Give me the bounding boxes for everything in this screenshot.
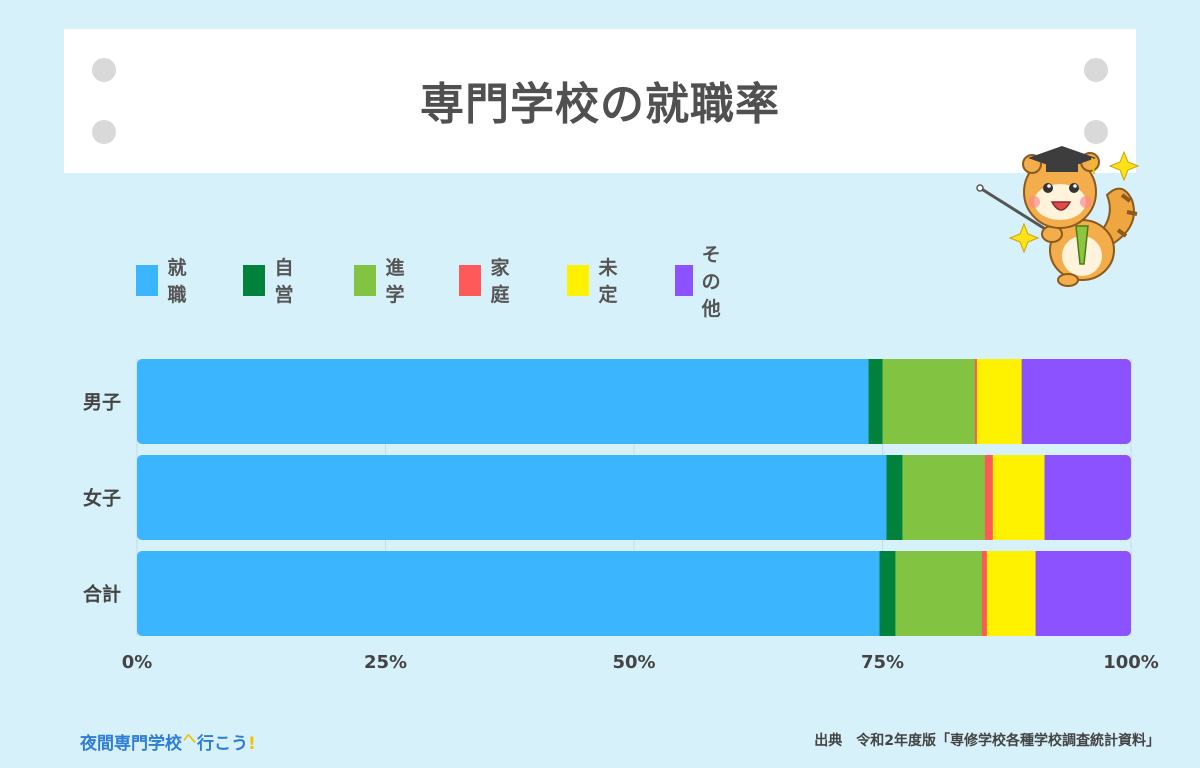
legend-label: 家庭 [490,257,510,306]
legend-swatch [675,264,693,296]
legend-label: その他 [701,243,721,320]
legend-label: 自営 [274,257,294,306]
category-label: 合計 [83,583,121,606]
legend-item: 未定 [567,257,626,306]
bar-row [137,551,1131,636]
bar-segment [902,455,986,540]
legend-swatch [136,264,159,296]
legend-swatch [459,264,482,296]
bar-segment [137,359,870,444]
x-tick-label: 50% [612,652,655,673]
pin-bottom-left [92,120,116,144]
bar-segment [974,359,978,444]
bar-segment [981,551,988,636]
legend-label: 進学 [385,257,405,306]
pin-top-right [1084,58,1108,82]
page-title: 専門学校の就職率 [420,79,780,130]
legend-swatch [354,264,377,296]
legend-swatch [567,264,590,296]
legend-item: その他 [675,244,734,320]
bar-segment [137,551,881,636]
bar-segment [137,455,887,540]
title-card [64,29,1136,173]
bar-segment [992,455,1046,540]
x-tick-label: 75% [861,652,904,673]
bar-segment [886,455,903,540]
category-label: 男子 [83,392,121,414]
bar-segment [879,551,896,636]
legend-label: 就職 [167,257,187,306]
bar-segment [882,359,976,444]
raccoon-mascot-illustration [976,146,1140,287]
legend-item: 進学 [354,257,413,306]
bar-row [137,359,1131,444]
legend-item: 家庭 [459,257,518,306]
bar-segment [1044,455,1131,540]
x-tick-label: 25% [364,652,407,673]
bar-row [137,455,1131,540]
legend-swatch [243,264,266,296]
category-label: 女子 [83,487,121,510]
bar-segment [1021,359,1131,444]
bar-segment [895,551,983,636]
legend-item: 自営 [243,257,302,306]
bar-segment [868,359,883,444]
bar-segment [984,455,994,540]
pin-bottom-right [1084,120,1108,144]
source-citation: 出典 令和2年度版「専修学校各種学校調査統計資料」 [814,733,1160,749]
legend-item: 就職 [136,257,195,306]
bar-segment [986,551,1037,636]
site-logo-text: 夜間専門学校へ行こう! [80,732,256,754]
bar-segment [976,359,1023,444]
pin-top-left [92,58,116,82]
x-tick-label: 0% [122,652,153,673]
x-tick-label: 100% [1103,652,1159,673]
bar-segment [1035,551,1131,636]
legend-label: 未定 [598,257,618,306]
